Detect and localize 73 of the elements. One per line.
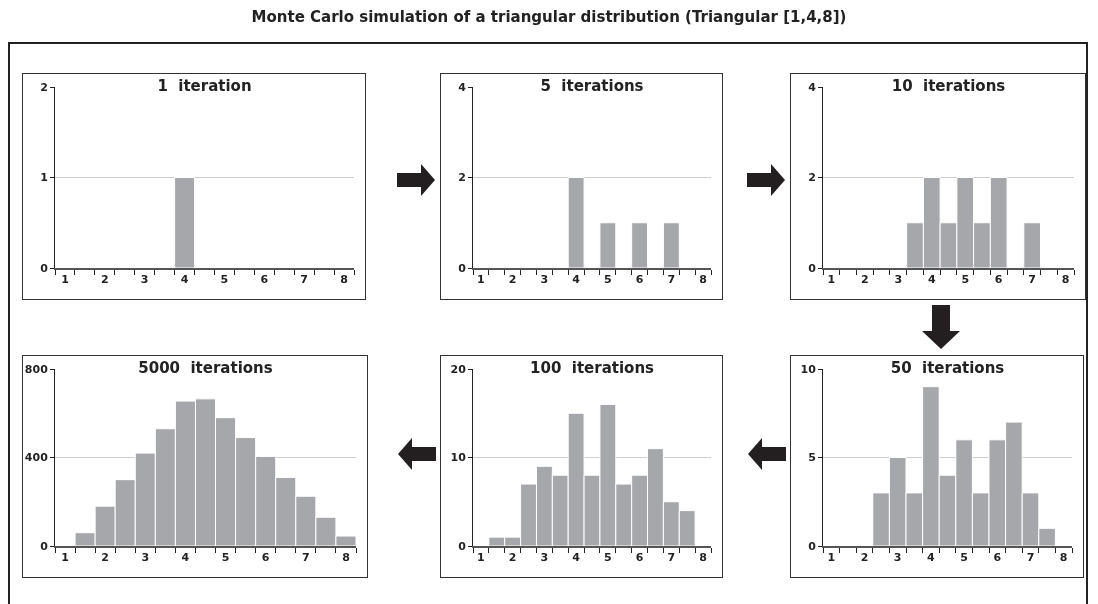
y-tick-label: 1: [40, 171, 48, 185]
chart-title: 5000 iterations: [130, 359, 281, 377]
y-tick-label: 0: [458, 539, 467, 553]
chart-title: 5 iterations: [532, 77, 652, 95]
x-tick-label: 3: [893, 551, 902, 565]
x-tick-label: 8: [340, 273, 348, 287]
x-tick-label: 2: [101, 551, 109, 565]
x-tick-label: 2: [508, 551, 517, 565]
y-tick-label: 0: [808, 261, 817, 275]
y-tick-label: 4: [458, 80, 467, 94]
x-tick-label: 7: [300, 273, 308, 287]
x-tick-label: 4: [572, 273, 581, 287]
y-tick-label: 5: [808, 451, 816, 465]
y-tick-label: 2: [808, 171, 816, 185]
x-tick-label: 4: [927, 273, 936, 287]
x-tick-label: 5: [961, 273, 970, 287]
x-tick-label: 8: [1059, 551, 1068, 565]
x-tick-label: 1: [477, 551, 485, 565]
x-tick-label: 8: [342, 551, 350, 565]
x-tick-label: 1: [477, 273, 485, 287]
y-tick-label: 800: [24, 362, 49, 376]
chart-title: 100 iterations: [522, 359, 662, 377]
x-tick-label: 4: [180, 273, 189, 287]
x-tick-label: 8: [699, 551, 707, 565]
x-tick-label: 2: [101, 273, 109, 287]
x-tick-label: 6: [993, 551, 1002, 565]
x-tick-label: 2: [860, 551, 869, 565]
x-tick-label: 4: [927, 551, 936, 565]
y-tick-label: 10: [450, 451, 467, 465]
x-tick-label: 5: [960, 551, 968, 565]
chart-title: 1 iteration: [149, 77, 260, 95]
x-tick-label: 4: [572, 551, 581, 565]
x-tick-label: 5: [604, 273, 612, 287]
y-tick-label: 400: [24, 451, 49, 465]
x-tick-label: 5: [220, 273, 229, 287]
chart-title: 50 iterations: [882, 359, 1013, 377]
x-tick-label: 6: [635, 551, 644, 565]
y-tick-label: 20: [450, 362, 467, 376]
y-tick-label: 0: [808, 539, 817, 553]
x-tick-label: 6: [261, 551, 270, 565]
y-tick-label: 4: [808, 80, 817, 94]
x-tick-label: 7: [667, 273, 676, 287]
y-tick-label: 2: [458, 171, 466, 185]
x-tick-label: 5: [221, 551, 230, 565]
x-tick-label: 6: [260, 273, 269, 287]
x-tick-label: 7: [302, 551, 310, 565]
x-tick-label: 2: [861, 273, 869, 287]
y-tick-label: 0: [40, 539, 49, 553]
x-tick-label: 1: [61, 273, 69, 287]
x-tick-label: 3: [141, 551, 150, 565]
y-tick-label: 0: [40, 261, 49, 275]
x-tick-label: 1: [827, 551, 836, 565]
x-tick-label: 1: [61, 551, 69, 565]
x-tick-label: 2: [508, 273, 517, 287]
x-tick-label: 7: [667, 551, 676, 565]
x-tick-label: 3: [540, 551, 549, 565]
x-tick-label: 7: [1026, 551, 1035, 565]
x-tick-label: 5: [604, 551, 612, 565]
x-tick-label: 6: [994, 273, 1003, 287]
y-tick-label: 10: [800, 362, 817, 376]
x-tick-label: 8: [1061, 273, 1070, 287]
x-tick-label: 3: [894, 273, 903, 287]
x-tick-label: 4: [181, 551, 190, 565]
x-tick-label: 6: [635, 273, 644, 287]
y-tick-label: 0: [458, 261, 467, 275]
x-tick-label: 8: [699, 273, 707, 287]
text: Monte Carlo simulation of a triangular distribution (Triangular [1,4,8]): [250, 8, 848, 26]
y-tick-label: 2: [40, 80, 48, 94]
x-tick-label: 3: [540, 273, 549, 287]
x-tick-label: 3: [140, 273, 149, 287]
chart-title: 10 iterations: [883, 77, 1014, 95]
x-tick-label: 7: [1028, 273, 1036, 287]
x-tick-label: 1: [827, 273, 836, 287]
